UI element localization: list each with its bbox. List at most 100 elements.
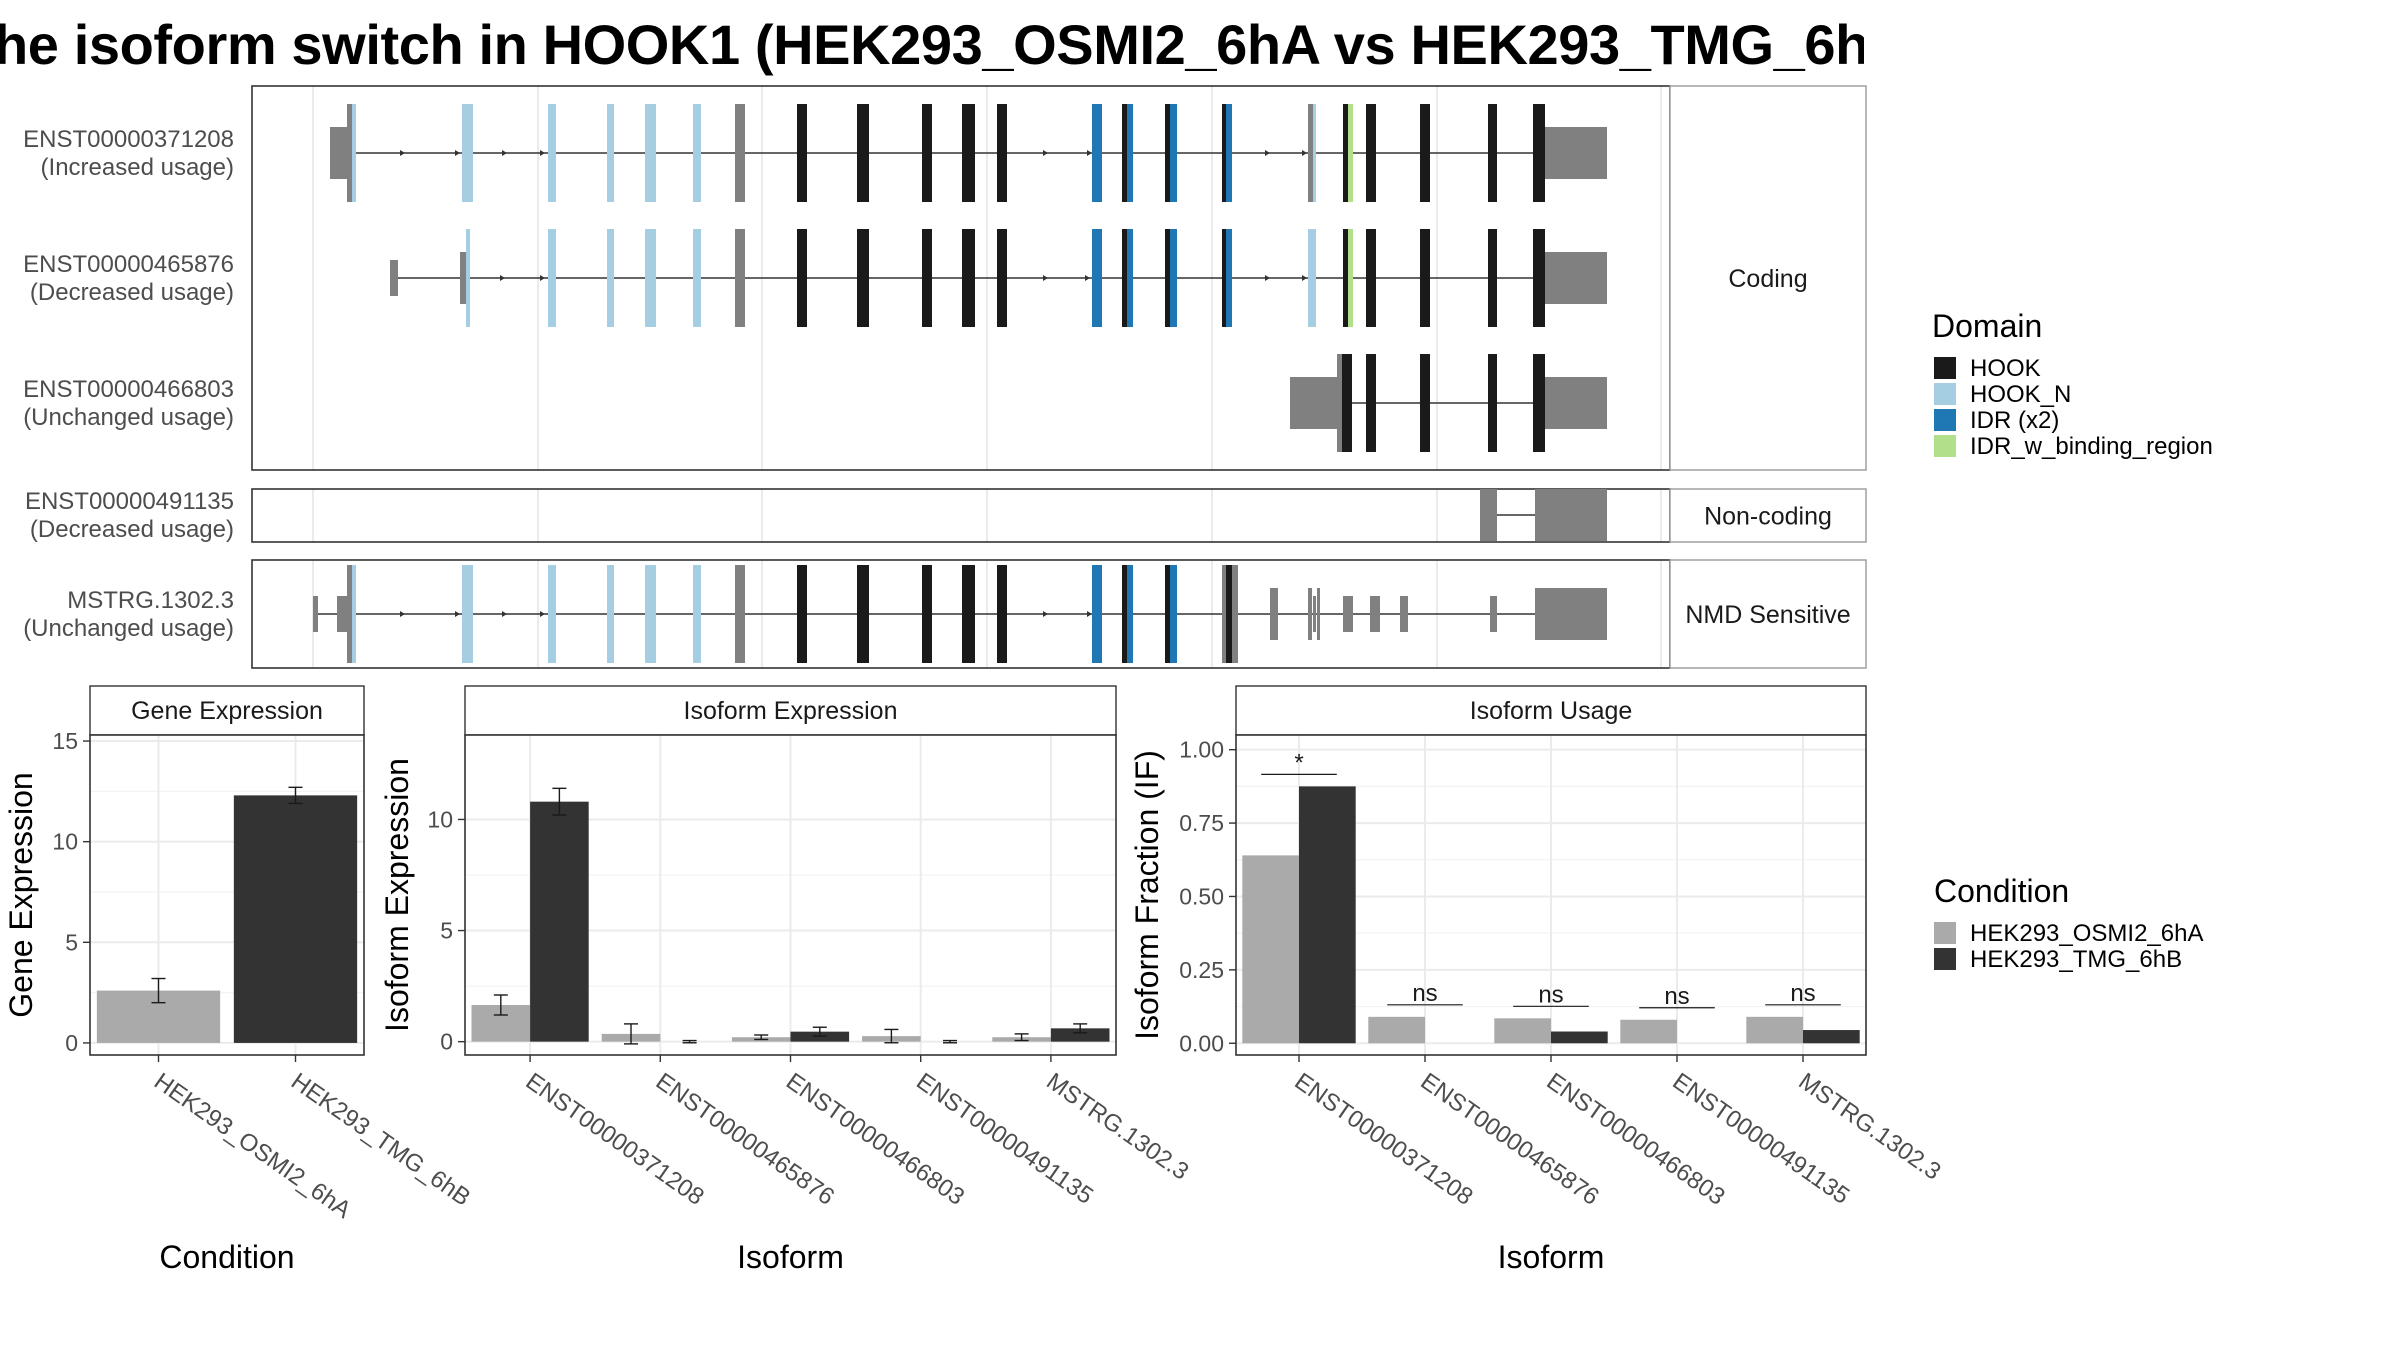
y-tick-label: 0.00 (1179, 1030, 1224, 1056)
strand-arrow (1043, 150, 1048, 156)
chart-title: Isoform Usage (1470, 697, 1633, 725)
y-tick-label: 0.50 (1179, 883, 1224, 909)
condition-legend-title: Condition (1934, 873, 2069, 909)
strand-arrow (1043, 275, 1048, 281)
transcript-structure-panels: Coding Non-coding NMD Sensitive ENST0000037… (23, 85, 1867, 669)
utr-block (460, 252, 466, 304)
exon-block (1533, 104, 1545, 202)
domain-legend-label: IDR_w_binding_region (1970, 433, 2213, 460)
exon-block (1348, 104, 1353, 202)
domain-legend-label: HOOK_N (1970, 381, 2071, 408)
utr-block (1535, 588, 1607, 640)
exon-block (1308, 229, 1316, 327)
transcript-usage-label: (Unchanged usage) (23, 615, 234, 642)
chart-plot-border (464, 734, 1117, 1056)
strand-arrow (1302, 275, 1307, 281)
transcript-id-label: ENST00000466803 (23, 376, 234, 403)
exon-block (466, 229, 470, 327)
exon-block (1232, 565, 1238, 663)
y-tick-label: 0 (65, 1030, 78, 1056)
exon-block (1165, 565, 1170, 663)
condition-legend-label: HEK293_OSMI2_6hA (1970, 920, 2203, 947)
data-bar (1551, 1031, 1608, 1044)
exon-block (735, 104, 745, 202)
exon-block (693, 229, 701, 327)
figure-title: he isoform switch in HOOK1 (HEK293_OSMI2… (0, 13, 1864, 76)
chart-strip (464, 685, 1117, 736)
transcript-usage-label: (Increased usage) (41, 154, 234, 181)
panel-strip-label: Coding (1728, 265, 1807, 293)
panel-strip-label: Non-coding (1704, 503, 1832, 531)
domain-legend-key (1934, 409, 1956, 431)
strand-arrow (502, 150, 507, 156)
exon-block (1420, 354, 1430, 452)
y-tick-label: 0.75 (1179, 810, 1224, 836)
exon-block (1226, 229, 1232, 327)
exon-block (1122, 104, 1127, 202)
strand-arrow (540, 275, 545, 281)
exon-block (1165, 104, 1170, 202)
x-axis-title: Isoform (737, 1239, 844, 1275)
data-bar (1050, 1028, 1110, 1042)
strand-arrow (502, 611, 507, 617)
utr-block (1545, 252, 1607, 304)
y-tick-label: 10 (427, 806, 453, 832)
utr-block (390, 260, 398, 296)
x-axis-title: Condition (159, 1239, 294, 1275)
panel-strip (1669, 488, 1867, 543)
panel-strip (1669, 559, 1867, 669)
exon-block (997, 565, 1007, 663)
exon-block (1226, 565, 1232, 663)
utr-block (1545, 127, 1607, 179)
exon-block (1420, 229, 1430, 327)
condition-legend-key (1934, 922, 1956, 944)
y-axis-title: Isoform Fraction (IF) (1129, 750, 1165, 1040)
exon-block (607, 104, 614, 202)
exon-block (1488, 354, 1497, 452)
exon-block (922, 104, 932, 202)
exon-block (607, 565, 614, 663)
exon-block (347, 104, 352, 202)
exon-block (797, 104, 807, 202)
data-bar (1803, 1030, 1860, 1044)
significance-label: * (1294, 749, 1303, 776)
chart-strip (89, 685, 365, 736)
exon-block (797, 565, 807, 663)
strand-arrow (455, 611, 460, 617)
exon-block (1420, 104, 1430, 202)
strand-arrow (1265, 150, 1270, 156)
exon-block (797, 229, 807, 327)
data-bar (1242, 855, 1299, 1044)
utr-block (1490, 596, 1497, 632)
exon-block (693, 565, 701, 663)
chart-plot-border (1235, 734, 1867, 1056)
data-bar (1368, 1016, 1425, 1044)
utr-block (1535, 489, 1607, 541)
exon-block (1343, 104, 1348, 202)
exon-block (352, 104, 356, 202)
y-tick-label: 1.00 (1179, 737, 1224, 763)
exon-block (735, 229, 745, 327)
exon-block (1533, 354, 1545, 452)
y-tick-label: 10 (52, 829, 78, 855)
chart-title: Gene Expression (131, 697, 323, 725)
exon-block (922, 565, 932, 663)
exon-block (962, 229, 975, 327)
exon-block (548, 104, 556, 202)
y-tick-label: 0 (440, 1029, 453, 1055)
exon-block (1337, 354, 1342, 452)
exon-block (1170, 229, 1177, 327)
transcript-id-label: ENST00000371208 (23, 126, 234, 153)
exon-block (462, 565, 473, 663)
exon-block (645, 229, 656, 327)
exon-block (1127, 104, 1133, 202)
exon-block (1366, 104, 1376, 202)
data-bar (1746, 1016, 1803, 1044)
exon-block (1222, 565, 1226, 663)
utr-block (1270, 588, 1278, 640)
exon-block (347, 565, 352, 663)
exon-block (997, 104, 1007, 202)
utr-block (337, 596, 347, 632)
